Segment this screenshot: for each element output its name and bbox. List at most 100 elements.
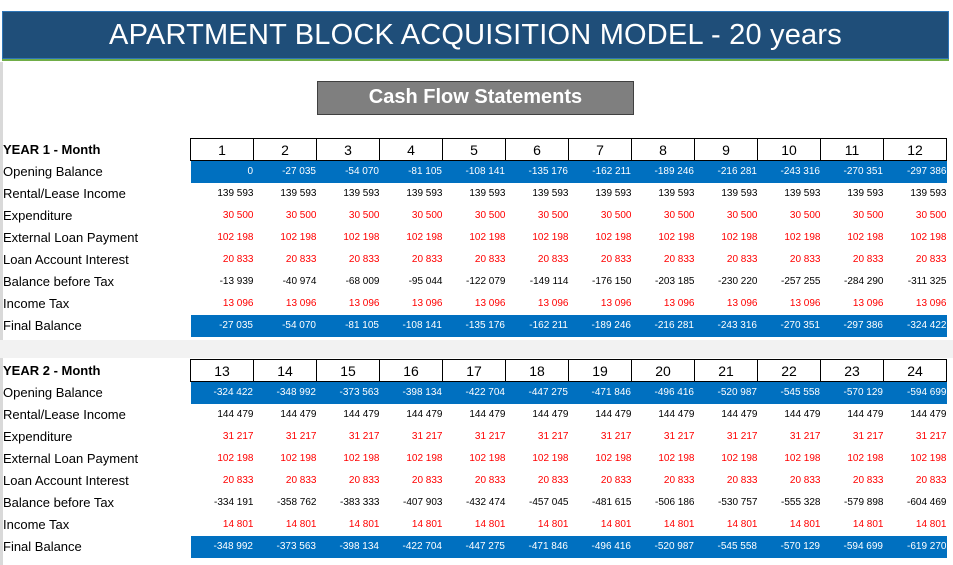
- value-cell[interactable]: 20 833: [726, 475, 758, 486]
- value-cell[interactable]: 139 593: [217, 188, 254, 199]
- value-cell[interactable]: 20 833: [915, 254, 947, 265]
- month-header-cell[interactable]: 17: [442, 359, 506, 382]
- month-header-cell[interactable]: 21: [694, 359, 758, 382]
- value-cell[interactable]: -457 045: [529, 497, 569, 508]
- value-cell[interactable]: -108 141: [442, 160, 506, 183]
- value-cell[interactable]: 102 198: [847, 453, 884, 464]
- value-cell[interactable]: -162 211: [505, 314, 569, 337]
- value-cell[interactable]: -545 558: [694, 535, 758, 558]
- value-cell[interactable]: 30 500: [600, 210, 632, 221]
- value-cell[interactable]: 144 479: [847, 409, 884, 420]
- value-cell[interactable]: 102 198: [784, 232, 821, 243]
- value-cell[interactable]: 102 198: [469, 453, 506, 464]
- value-cell[interactable]: -579 898: [844, 497, 884, 508]
- value-cell[interactable]: 102 198: [532, 453, 569, 464]
- value-cell[interactable]: 13 096: [852, 298, 884, 309]
- value-cell[interactable]: 102 198: [343, 232, 380, 243]
- value-cell[interactable]: 13 096: [789, 298, 821, 309]
- month-header-cell[interactable]: 8: [631, 138, 695, 161]
- value-cell[interactable]: 102 198: [532, 232, 569, 243]
- value-cell[interactable]: -594 699: [820, 535, 884, 558]
- value-cell[interactable]: 14 801: [726, 519, 758, 530]
- value-cell[interactable]: 102 198: [658, 232, 695, 243]
- value-cell[interactable]: -81 105: [316, 314, 380, 337]
- value-cell[interactable]: 13 096: [600, 298, 632, 309]
- value-cell[interactable]: 31 217: [474, 431, 506, 442]
- value-cell[interactable]: 31 217: [600, 431, 632, 442]
- value-cell[interactable]: 20 833: [348, 254, 380, 265]
- month-header-cell[interactable]: 6: [505, 138, 569, 161]
- value-cell[interactable]: -570 129: [757, 535, 821, 558]
- value-cell[interactable]: 102 198: [784, 453, 821, 464]
- value-cell[interactable]: 14 801: [537, 519, 569, 530]
- value-cell[interactable]: 144 479: [595, 409, 632, 420]
- value-cell[interactable]: 144 479: [469, 409, 506, 420]
- value-cell[interactable]: -520 987: [631, 535, 695, 558]
- value-cell[interactable]: 102 198: [280, 232, 317, 243]
- value-cell[interactable]: -570 129: [820, 381, 884, 404]
- value-cell[interactable]: -243 316: [694, 314, 758, 337]
- value-cell[interactable]: 102 198: [469, 232, 506, 243]
- value-cell[interactable]: -348 992: [253, 381, 317, 404]
- value-cell[interactable]: 31 217: [348, 431, 380, 442]
- value-cell[interactable]: 102 198: [406, 232, 443, 243]
- value-cell[interactable]: -311 325: [907, 276, 947, 287]
- value-cell[interactable]: -481 615: [592, 497, 632, 508]
- value-cell[interactable]: 14 801: [852, 519, 884, 530]
- value-cell[interactable]: 139 593: [406, 188, 443, 199]
- value-cell[interactable]: -54 070: [316, 160, 380, 183]
- value-cell[interactable]: 30 500: [852, 210, 884, 221]
- month-header-cell[interactable]: 16: [379, 359, 443, 382]
- value-cell[interactable]: -619 270: [883, 535, 947, 558]
- value-cell[interactable]: 139 593: [658, 188, 695, 199]
- value-cell[interactable]: 30 500: [663, 210, 695, 221]
- month-header-cell[interactable]: 11: [820, 138, 884, 161]
- value-cell[interactable]: -383 333: [340, 497, 380, 508]
- value-cell[interactable]: 30 500: [789, 210, 821, 221]
- value-cell[interactable]: 20 833: [663, 475, 695, 486]
- value-cell[interactable]: 144 479: [280, 409, 317, 420]
- value-cell[interactable]: 144 479: [343, 409, 380, 420]
- value-cell[interactable]: -348 992: [190, 535, 254, 558]
- value-cell[interactable]: -149 114: [529, 276, 569, 287]
- value-cell[interactable]: -68 009: [345, 276, 380, 287]
- value-cell[interactable]: -95 044: [408, 276, 443, 287]
- value-cell[interactable]: -54 070: [253, 314, 317, 337]
- value-cell[interactable]: -216 281: [631, 314, 695, 337]
- value-cell[interactable]: 144 479: [217, 409, 254, 420]
- value-cell[interactable]: 20 833: [789, 254, 821, 265]
- value-cell[interactable]: -373 563: [253, 535, 317, 558]
- value-cell[interactable]: 14 801: [285, 519, 317, 530]
- value-cell[interactable]: 13 096: [663, 298, 695, 309]
- value-cell[interactable]: 13 096: [222, 298, 254, 309]
- value-cell[interactable]: 14 801: [789, 519, 821, 530]
- value-cell[interactable]: 102 198: [280, 453, 317, 464]
- value-cell[interactable]: 13 096: [348, 298, 380, 309]
- value-cell[interactable]: 31 217: [537, 431, 569, 442]
- value-cell[interactable]: 139 593: [595, 188, 632, 199]
- value-cell[interactable]: 20 833: [600, 254, 632, 265]
- value-cell[interactable]: 30 500: [285, 210, 317, 221]
- value-cell[interactable]: -203 185: [655, 276, 695, 287]
- value-cell[interactable]: 20 833: [474, 254, 506, 265]
- value-cell[interactable]: -135 176: [442, 314, 506, 337]
- value-cell[interactable]: 20 833: [789, 475, 821, 486]
- value-cell[interactable]: 139 593: [721, 188, 758, 199]
- value-cell[interactable]: -122 079: [466, 276, 506, 287]
- value-cell[interactable]: -297 386: [883, 160, 947, 183]
- month-header-cell[interactable]: 19: [568, 359, 632, 382]
- value-cell[interactable]: -27 035: [190, 314, 254, 337]
- value-cell[interactable]: 144 479: [406, 409, 443, 420]
- month-header-cell[interactable]: 12: [883, 138, 947, 161]
- value-cell[interactable]: 20 833: [222, 475, 254, 486]
- value-cell[interactable]: -604 469: [907, 497, 947, 508]
- value-cell[interactable]: 30 500: [474, 210, 506, 221]
- month-header-cell[interactable]: 3: [316, 138, 380, 161]
- value-cell[interactable]: 31 217: [789, 431, 821, 442]
- value-cell[interactable]: -270 351: [757, 314, 821, 337]
- value-cell[interactable]: 139 593: [532, 188, 569, 199]
- value-cell[interactable]: 30 500: [222, 210, 254, 221]
- value-cell[interactable]: 102 198: [217, 453, 254, 464]
- value-cell[interactable]: 31 217: [285, 431, 317, 442]
- value-cell[interactable]: 14 801: [915, 519, 947, 530]
